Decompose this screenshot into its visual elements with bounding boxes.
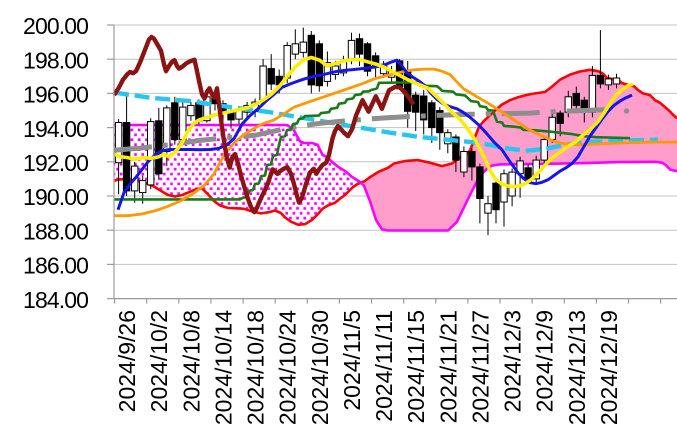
svg-text:2024/10/30: 2024/10/30 bbox=[307, 310, 333, 425]
svg-text:184.00: 184.00 bbox=[23, 287, 88, 313]
svg-text:198.00: 198.00 bbox=[23, 47, 88, 73]
svg-text:190.00: 190.00 bbox=[23, 184, 88, 210]
svg-text:2024/11/5: 2024/11/5 bbox=[339, 310, 365, 411]
svg-text:2024/11/15: 2024/11/15 bbox=[403, 310, 429, 423]
svg-text:2024/12/13: 2024/12/13 bbox=[564, 310, 590, 425]
svg-text:2024/11/27: 2024/11/27 bbox=[467, 310, 493, 423]
svg-text:2024/10/2: 2024/10/2 bbox=[146, 310, 172, 412]
svg-text:2024/10/8: 2024/10/8 bbox=[178, 310, 204, 412]
svg-text:2024/10/18: 2024/10/18 bbox=[243, 310, 269, 425]
svg-text:2024/11/21: 2024/11/21 bbox=[435, 310, 461, 423]
svg-text:2024/9/26: 2024/9/26 bbox=[114, 310, 140, 412]
svg-text:2024/10/14: 2024/10/14 bbox=[211, 310, 237, 425]
svg-text:196.00: 196.00 bbox=[23, 82, 88, 108]
svg-text:2024/10/24: 2024/10/24 bbox=[275, 310, 301, 425]
svg-text:192.00: 192.00 bbox=[23, 150, 88, 176]
svg-text:188.00: 188.00 bbox=[23, 218, 88, 244]
svg-text:2024/12/19: 2024/12/19 bbox=[596, 310, 622, 425]
svg-text:2024/12/9: 2024/12/9 bbox=[532, 310, 558, 412]
svg-text:194.00: 194.00 bbox=[23, 116, 88, 142]
svg-text:200.00: 200.00 bbox=[23, 13, 88, 39]
svg-text:2024/12/3: 2024/12/3 bbox=[500, 310, 526, 412]
svg-text:186.00: 186.00 bbox=[23, 253, 88, 279]
svg-text:2024/11/11: 2024/11/11 bbox=[371, 310, 397, 422]
